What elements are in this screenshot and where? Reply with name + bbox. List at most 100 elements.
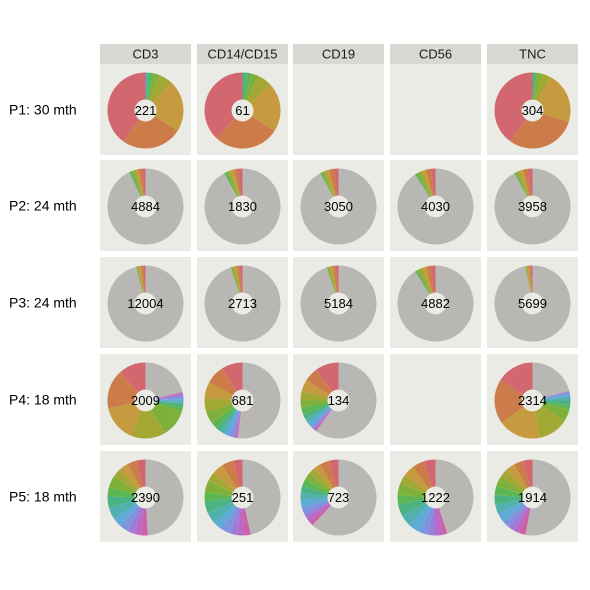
pie-slice [300, 492, 339, 500]
donut: 1830 [204, 168, 281, 245]
column-label: CD19 [322, 47, 355, 62]
donut-hole [424, 486, 447, 509]
donut: 723 [300, 459, 377, 536]
cell-count-label: 5699 [518, 296, 547, 311]
pie-slice [306, 369, 339, 401]
donut-hole [327, 389, 350, 412]
pie-slice [204, 72, 243, 139]
donut: 304 [494, 72, 571, 149]
donut-hole [521, 99, 544, 122]
donut-hole [231, 195, 254, 218]
pie-slice [204, 492, 243, 502]
pie-slice [209, 368, 243, 401]
cell-count-label: 251 [232, 490, 254, 505]
column-strip [390, 44, 481, 64]
pie-slice [316, 362, 339, 401]
cell-count-label: 2713 [228, 296, 257, 311]
pie-slice [145, 362, 183, 401]
row-label: P4: 18 mth [9, 392, 77, 408]
donut-hole [521, 389, 544, 412]
donut-hole [231, 486, 254, 509]
row-label: P3: 24 mth [9, 295, 77, 311]
donut-hole [231, 389, 254, 412]
donut-hole [424, 195, 447, 218]
pie-slice [242, 76, 271, 111]
row-label: P1: 30 mth [9, 102, 77, 118]
cell-count-label: 61 [235, 103, 249, 118]
pie-slice [435, 459, 474, 534]
row-label: P5: 18 mth [9, 489, 77, 505]
donut-hole [134, 486, 157, 509]
pie-slice [242, 459, 281, 535]
pie-slice [131, 400, 165, 439]
cell-count-label: 4884 [131, 199, 160, 214]
donut: 2009 [107, 362, 184, 439]
column-label: CD56 [419, 47, 452, 62]
pie-slice [216, 110, 275, 149]
pie-slice [140, 497, 148, 536]
pie-slice [532, 400, 565, 438]
donut-hole [521, 195, 544, 218]
pie-slice [494, 72, 533, 142]
cell-count-label: 221 [135, 103, 157, 118]
donut: 2713 [204, 265, 281, 342]
cell-count-label: 1914 [518, 490, 547, 505]
column-strip [293, 44, 384, 64]
cell-count-label: 681 [232, 393, 254, 408]
cell-count-label: 2390 [131, 490, 160, 505]
pie-slice [525, 459, 571, 536]
donut: 134 [300, 362, 377, 439]
column-strip [197, 44, 288, 64]
donut-hole [424, 292, 447, 315]
pie-slice [145, 82, 184, 131]
donut: 221 [107, 72, 184, 149]
pie-slice [510, 110, 569, 149]
donut: 251 [204, 459, 281, 536]
donut-hole [327, 292, 350, 315]
column-strip [100, 44, 191, 64]
donut: 61 [204, 72, 281, 149]
donut-hole [134, 292, 157, 315]
pie-slice [108, 400, 146, 436]
donut: 3958 [494, 168, 571, 245]
donut: 12004 [107, 265, 184, 342]
cell-count-label: 304 [522, 103, 544, 118]
pie-slice [237, 362, 281, 439]
donut-hole [134, 389, 157, 412]
pie-slice [123, 110, 178, 149]
cell-count-label: 2009 [131, 393, 160, 408]
facet-panel [390, 64, 481, 155]
column-label: CD14/CD15 [207, 47, 277, 62]
cell-count-label: 1222 [421, 490, 450, 505]
donut-hole [521, 292, 544, 315]
donut-hole [327, 195, 350, 218]
cell-count-label: 4030 [421, 199, 450, 214]
donut: 5184 [300, 265, 377, 342]
row-label: P2: 24 mth [9, 198, 77, 214]
donut: 2314 [494, 362, 571, 439]
pie-slice [107, 72, 146, 142]
pie-slice [242, 84, 281, 131]
donut: 4882 [397, 265, 474, 342]
facet-panel [390, 354, 481, 445]
donut-hole [134, 99, 157, 122]
cell-count-label: 2314 [518, 393, 547, 408]
pie-slice [145, 459, 184, 536]
donut-hole [231, 292, 254, 315]
cell-count-label: 5184 [324, 296, 353, 311]
donut: 4884 [107, 168, 184, 245]
column-strip [487, 44, 578, 64]
donut-hole [231, 99, 254, 122]
cell-count-label: 134 [328, 393, 350, 408]
pie-slice [500, 362, 533, 401]
donut-hole [327, 486, 350, 509]
pie-slice [120, 362, 146, 401]
pie-slice [145, 400, 182, 434]
donut: 2390 [107, 459, 184, 536]
facet-panel [293, 64, 384, 155]
cell-count-label: 4882 [421, 296, 450, 311]
donut-hole [134, 195, 157, 218]
donut: 1914 [494, 459, 571, 536]
donut: 4030 [397, 168, 474, 245]
